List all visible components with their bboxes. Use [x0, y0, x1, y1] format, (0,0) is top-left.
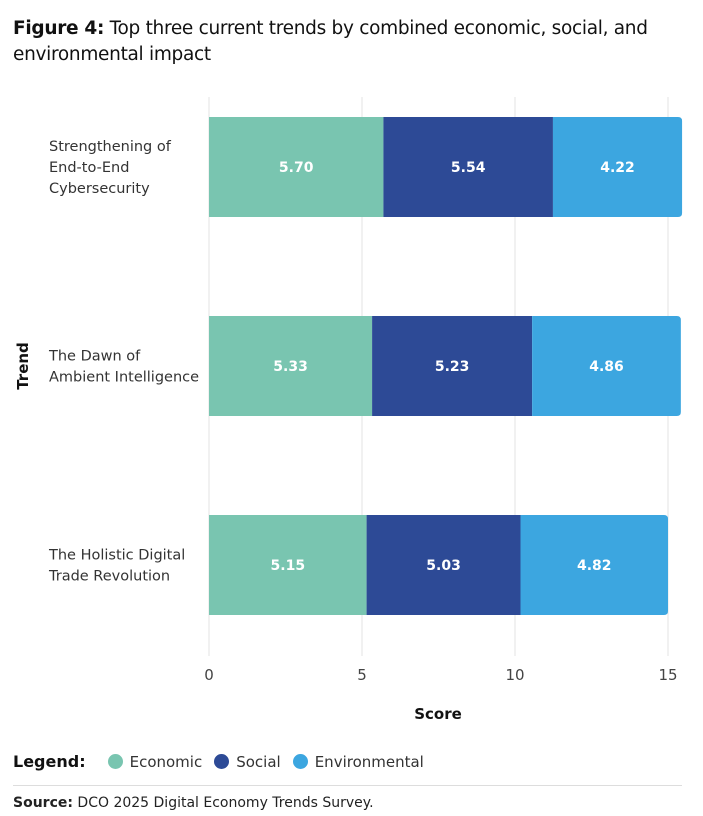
bar-segment-social: [372, 316, 533, 416]
y-category-label: The Holistic Digital Trade Revolution: [48, 548, 185, 585]
data-label: 5.23: [435, 359, 470, 375]
legend-label: Environmental: [314, 752, 424, 771]
bar-segment-economic: [209, 515, 367, 615]
x-axis-title: Score: [414, 705, 462, 723]
data-label: 4.82: [577, 558, 612, 574]
environmental-dot-icon: [292, 754, 308, 769]
legend-label: Economic: [129, 752, 203, 771]
y-category-label: The Dawn of Ambient Intelligence: [48, 349, 199, 386]
bar-segment-social: [366, 515, 521, 615]
bar-segment-environmental: [520, 515, 668, 615]
legend-item-social: Social: [214, 752, 281, 771]
social-dot-icon: [214, 754, 230, 769]
bar-segment-social: [383, 117, 553, 217]
legend-title: Legend:: [13, 752, 86, 771]
x-tick-label: 15: [658, 666, 677, 684]
data-label: 4.86: [589, 359, 624, 375]
economic-dot-icon: [107, 754, 123, 769]
data-label: 5.03: [426, 558, 461, 574]
stacked-bar-chart: 0 5 10 15 5.70 5.54 4.22 Strengthening of End-to…: [14, 97, 683, 723]
data-label: 4.22: [600, 160, 635, 176]
legend-item-environmental: Environmental: [292, 752, 424, 771]
source-text: DCO 2025 Digital Economy Trends Survey.: [77, 795, 374, 811]
x-tick-label: 0: [204, 666, 214, 684]
bar-segment-environmental: [552, 117, 683, 217]
figure-title-text: Top three current trends by combined eco…: [13, 18, 648, 65]
figure-title: Figure 4: Top three current trends by co…: [13, 16, 693, 68]
bar-segment-economic: [209, 316, 373, 416]
y-axis-title: Trend: [14, 342, 32, 390]
legend-item-economic: Economic: [107, 752, 203, 771]
x-tick-label: 10: [505, 666, 524, 684]
data-label: 5.33: [273, 359, 308, 375]
legend-label: Social: [236, 752, 281, 771]
data-label: 5.70: [279, 160, 314, 176]
source-label: Source:: [13, 795, 73, 811]
bar-segment-economic: [209, 117, 384, 217]
y-category-label: Strengthening of End-to-End Cybersecurity: [49, 139, 172, 197]
figure-number: Figure 4:: [13, 18, 105, 39]
data-label: 5.54: [451, 160, 486, 176]
data-label: 5.15: [271, 558, 306, 574]
x-tick-label: 5: [357, 666, 367, 684]
bar-segment-environmental: [532, 316, 681, 416]
legend: Legend: Economic Social Environmental: [13, 752, 436, 771]
divider: [13, 785, 682, 786]
source-note: Source: DCO 2025 Digital Economy Trends …: [13, 795, 374, 811]
